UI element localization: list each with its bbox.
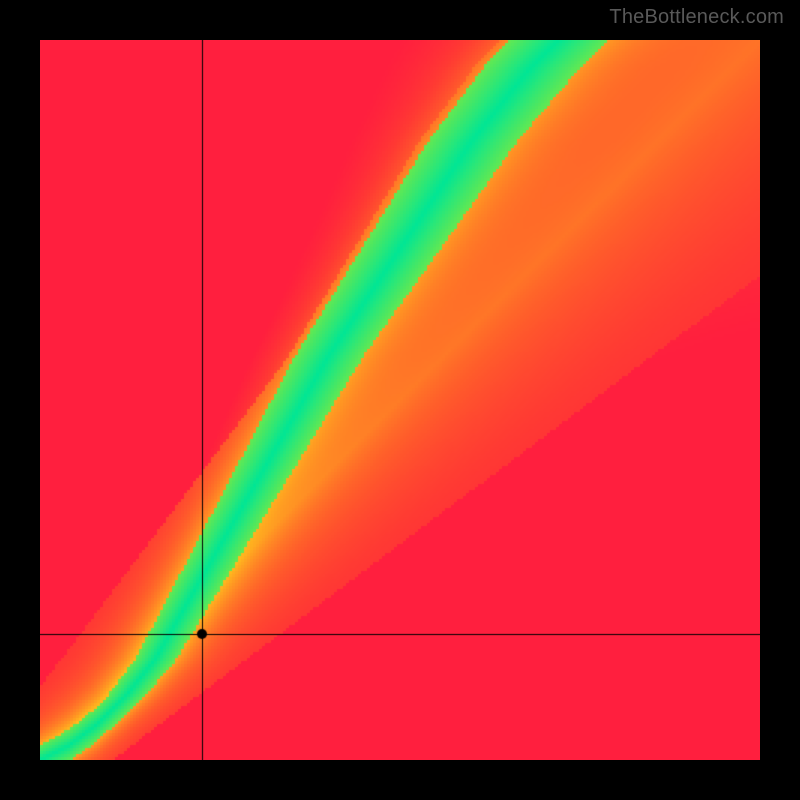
bottleneck-heatmap <box>40 40 760 760</box>
chart-container: TheBottleneck.com <box>0 0 800 800</box>
watermark-text: TheBottleneck.com <box>609 6 784 29</box>
